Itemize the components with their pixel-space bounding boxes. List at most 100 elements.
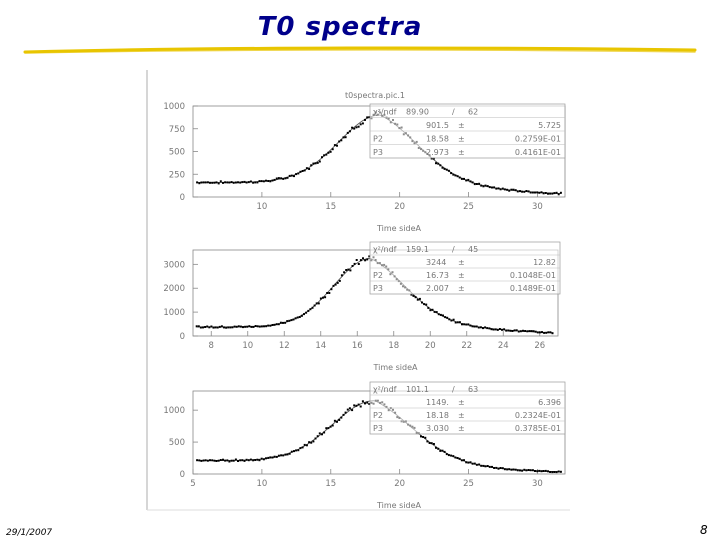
- data-point: [458, 457, 461, 460]
- data-point: [506, 468, 509, 471]
- data-point: [531, 191, 534, 194]
- data-point: [247, 459, 250, 462]
- data-point: [364, 259, 367, 262]
- data-point: [433, 310, 436, 313]
- data-point: [319, 297, 322, 300]
- data-point: [323, 154, 326, 157]
- data-point: [336, 420, 338, 423]
- data-point: [549, 192, 552, 195]
- data-point: [465, 179, 468, 182]
- data-point: [519, 330, 522, 333]
- data-point: [340, 416, 343, 419]
- data-point: [246, 325, 249, 328]
- data-point: [505, 329, 508, 332]
- data-point: [477, 326, 480, 329]
- stats-ndf: 62: [468, 108, 478, 117]
- data-point: [414, 296, 417, 299]
- data-point: [512, 188, 515, 191]
- data-point: [235, 325, 238, 328]
- data-point: [223, 326, 225, 329]
- stats-param-value: 16.73: [426, 271, 449, 280]
- data-point: [361, 400, 364, 403]
- stats-param-value: 3244: [426, 258, 446, 267]
- stats-param-value: 901.5: [426, 121, 449, 130]
- data-point: [450, 454, 453, 457]
- data-point: [343, 271, 346, 274]
- data-point: [521, 469, 524, 472]
- y-tick-label: 1000: [163, 406, 185, 416]
- stats-chi2-value: 89.90: [406, 108, 429, 117]
- data-point: [228, 181, 231, 184]
- data-point: [482, 327, 484, 330]
- data-point: [432, 443, 435, 445]
- data-point: [271, 179, 274, 182]
- data-point: [260, 180, 263, 183]
- data-point: [463, 459, 465, 462]
- data-point: [209, 459, 211, 462]
- data-point: [219, 459, 222, 461]
- data-point: [366, 258, 369, 261]
- data-point: [297, 449, 300, 452]
- slide-title: T0 spectra: [257, 12, 423, 42]
- data-point: [310, 441, 313, 444]
- data-point: [361, 122, 364, 125]
- data-point: [206, 181, 209, 184]
- data-point: [333, 419, 336, 422]
- data-point: [280, 177, 283, 180]
- data-point: [543, 331, 546, 334]
- data-point: [263, 325, 265, 328]
- data-point: [326, 292, 329, 294]
- data-point: [498, 328, 501, 330]
- data-point: [210, 325, 213, 328]
- data-point: [305, 167, 308, 170]
- stats-param-name: P2: [373, 271, 383, 280]
- data-point: [475, 325, 478, 328]
- data-point: [351, 265, 354, 267]
- data-point: [456, 175, 459, 178]
- data-point: [318, 160, 321, 163]
- x-axis-label: Time sideA: [373, 363, 419, 372]
- data-point: [269, 324, 272, 327]
- data-point: [454, 321, 457, 324]
- data-point: [439, 449, 442, 452]
- stats-param-name: P2: [373, 135, 383, 144]
- data-point: [322, 296, 324, 299]
- data-point: [523, 190, 526, 193]
- data-point: [495, 187, 498, 190]
- data-point: [357, 263, 360, 265]
- data-point: [484, 465, 487, 468]
- y-tick-label: 0: [180, 332, 185, 342]
- data-point: [519, 190, 521, 193]
- data-point: [292, 318, 295, 321]
- data-point: [366, 401, 369, 404]
- data-point: [497, 467, 500, 470]
- data-point: [357, 125, 360, 128]
- data-point: [517, 330, 520, 333]
- data-point: [507, 329, 510, 332]
- data-point: [503, 328, 506, 331]
- data-point: [224, 459, 227, 462]
- data-point: [331, 424, 334, 427]
- data-point: [452, 318, 455, 321]
- data-point: [412, 294, 415, 297]
- stats-ndf: 45: [468, 245, 478, 254]
- data-point: [206, 325, 209, 328]
- data-point: [275, 455, 278, 458]
- data-point: [555, 191, 558, 194]
- data-point: [364, 402, 366, 405]
- data-point: [252, 181, 255, 184]
- data-point: [549, 331, 552, 334]
- data-point: [224, 181, 227, 184]
- data-point: [364, 118, 366, 121]
- data-point: [515, 329, 518, 332]
- data-point: [428, 442, 431, 444]
- data-point: [310, 164, 313, 167]
- x-axis-label: Time sideA: [376, 224, 422, 233]
- data-point: [524, 330, 527, 332]
- data-point: [467, 323, 470, 326]
- data-point: [486, 465, 489, 467]
- data-point: [232, 181, 235, 184]
- stats-chi2-label: χ²/ndf: [373, 245, 397, 254]
- data-point: [245, 181, 248, 184]
- data-point: [258, 325, 261, 328]
